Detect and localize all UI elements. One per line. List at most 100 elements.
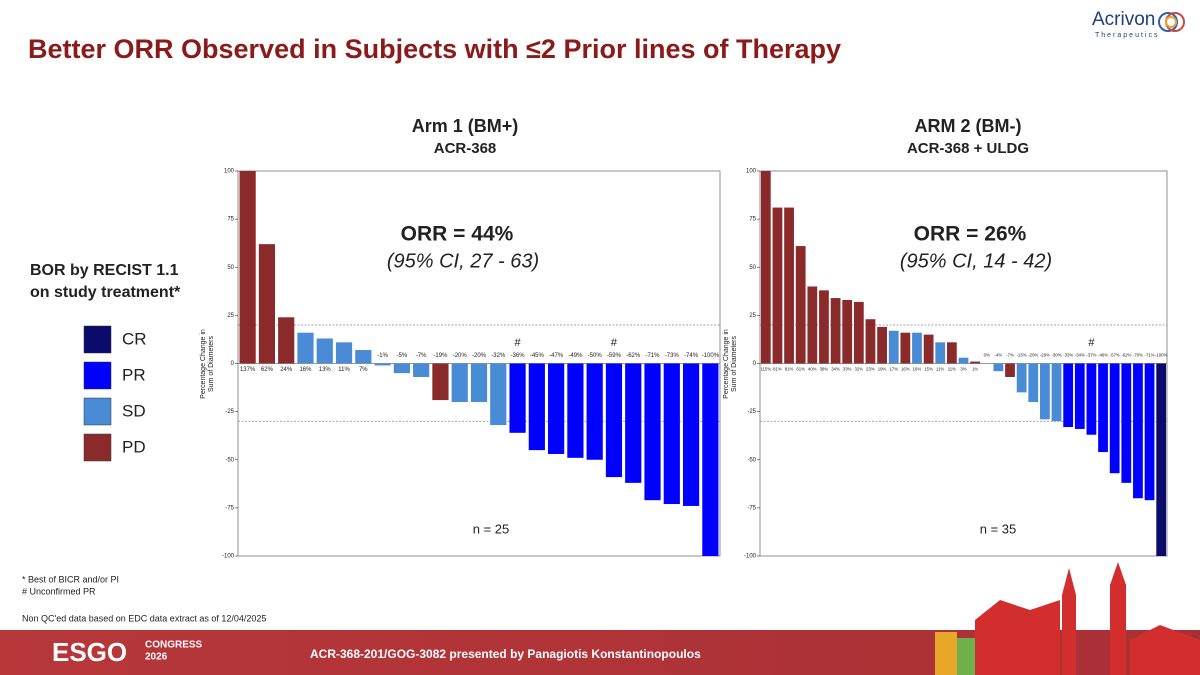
chart: ARM 2 (BM-) ACR-368 + ULDG -100 -75 -50 -25 0 2… (723, 116, 1168, 560)
bar (451, 363, 468, 402)
y-tick-label: 50 (227, 265, 234, 271)
value-label: 11% (338, 367, 350, 373)
bar (393, 363, 410, 374)
value-label: -36% (511, 353, 526, 359)
value-label: -57% (1110, 353, 1120, 358)
chart-subtitle: ACR-368 (434, 140, 497, 157)
skyline (935, 562, 1200, 675)
value-label: 11% (936, 367, 944, 372)
bar (970, 361, 981, 364)
y-axis-label: Percentage Change in (723, 329, 730, 399)
y-tick-label: -100 (222, 554, 235, 560)
value-label: -70% (1133, 353, 1143, 358)
y-tick-label: 75 (749, 217, 756, 223)
value-label: -15% (1017, 353, 1027, 358)
bar (1121, 363, 1132, 483)
y-tick-label: 100 (224, 169, 235, 175)
value-label: 19% (878, 367, 887, 372)
value-label: 33% (843, 367, 852, 372)
legend-swatch (83, 325, 112, 354)
bar (807, 286, 818, 364)
value-label: -7% (1006, 353, 1014, 358)
y-tick-label: -75 (225, 505, 234, 511)
bar (470, 363, 488, 402)
bar (374, 363, 391, 366)
bar (888, 330, 899, 364)
ci-text: (95% CI, 27 - 63) (387, 250, 539, 272)
bars (239, 171, 719, 556)
legend-label: PR (122, 365, 146, 384)
y-tick-label: 25 (749, 313, 756, 319)
bar (702, 363, 719, 556)
bar (819, 290, 829, 364)
legend-title: BOR by RECIST 1.1 (30, 262, 179, 279)
y-tick-label: 75 (227, 217, 234, 223)
y-axis-label: Sum of Diameters (731, 335, 738, 392)
value-label: 38% (820, 367, 829, 372)
logo-icon (1158, 12, 1185, 32)
bar (842, 299, 853, 364)
bar (923, 334, 934, 364)
value-label: -19% (433, 353, 448, 359)
value-label: 15% (924, 367, 933, 372)
n-text: n = 25 (473, 521, 510, 536)
bar (605, 363, 623, 478)
value-label: 17% (889, 367, 898, 372)
value-label: 1% (972, 367, 978, 372)
value-label: 16% (913, 367, 922, 372)
y-tick-label: -25 (225, 409, 234, 415)
bar (567, 363, 584, 458)
value-label: 32% (855, 367, 864, 372)
value-label: -46% (1098, 353, 1108, 358)
value-label: -71% (646, 353, 661, 359)
chart-title: ARM 2 (BM-) (915, 116, 1022, 136)
bar (795, 246, 806, 364)
y-tick-label: -50 (225, 457, 234, 463)
bar (993, 363, 1004, 372)
chart: Arm 1 (BM+) ACR-368 -100 -75 -50 -25 0 25 50 75 10… (200, 116, 721, 560)
bar (625, 363, 642, 483)
value-label: 16% (299, 367, 312, 373)
bar (682, 363, 700, 506)
logo-tagline: Therapeutics (1095, 32, 1159, 39)
bar (278, 317, 295, 364)
value-label: 13% (319, 367, 332, 373)
y-axis-label: Percentage Change in (200, 329, 207, 399)
value-label: -30% (1052, 353, 1062, 358)
bar-note: # (611, 337, 618, 349)
value-label: 34% (831, 367, 840, 372)
value-label: -7% (416, 353, 427, 359)
bar (644, 363, 661, 501)
bar (784, 207, 794, 364)
bar (1028, 363, 1039, 402)
legend-swatch (83, 397, 112, 426)
bar (528, 363, 545, 451)
value-label: -37% (1086, 353, 1096, 358)
bar (1086, 363, 1097, 435)
value-label: -45% (530, 353, 545, 359)
bar (865, 319, 876, 364)
legend-label: PD (122, 437, 146, 456)
bar (335, 342, 353, 364)
chart-subtitle: ACR-368 + ULDG (907, 140, 1029, 157)
value-label: -71% (1145, 353, 1155, 358)
value-label: 23% (866, 367, 875, 372)
value-label: -32% (491, 353, 506, 359)
value-label: 62% (261, 367, 274, 373)
value-label: 115% (760, 367, 771, 372)
value-label: -50% (588, 353, 603, 359)
charts: Arm 1 (BM+) ACR-368 -100 -75 -50 -25 0 25 50 75 10… (200, 116, 1168, 560)
bar (900, 332, 911, 364)
value-label: 40% (808, 367, 817, 372)
bar-note: # (514, 337, 521, 349)
value-label: 16% (901, 367, 910, 372)
bar (1144, 363, 1155, 501)
bar (548, 363, 565, 454)
legend: CR PR SD PD (83, 325, 147, 462)
value-label: -29% (1040, 353, 1050, 358)
n-text: n = 35 (980, 521, 1017, 536)
value-label: -20% (453, 353, 468, 359)
value-label: -20% (472, 353, 487, 359)
bar (586, 363, 603, 460)
